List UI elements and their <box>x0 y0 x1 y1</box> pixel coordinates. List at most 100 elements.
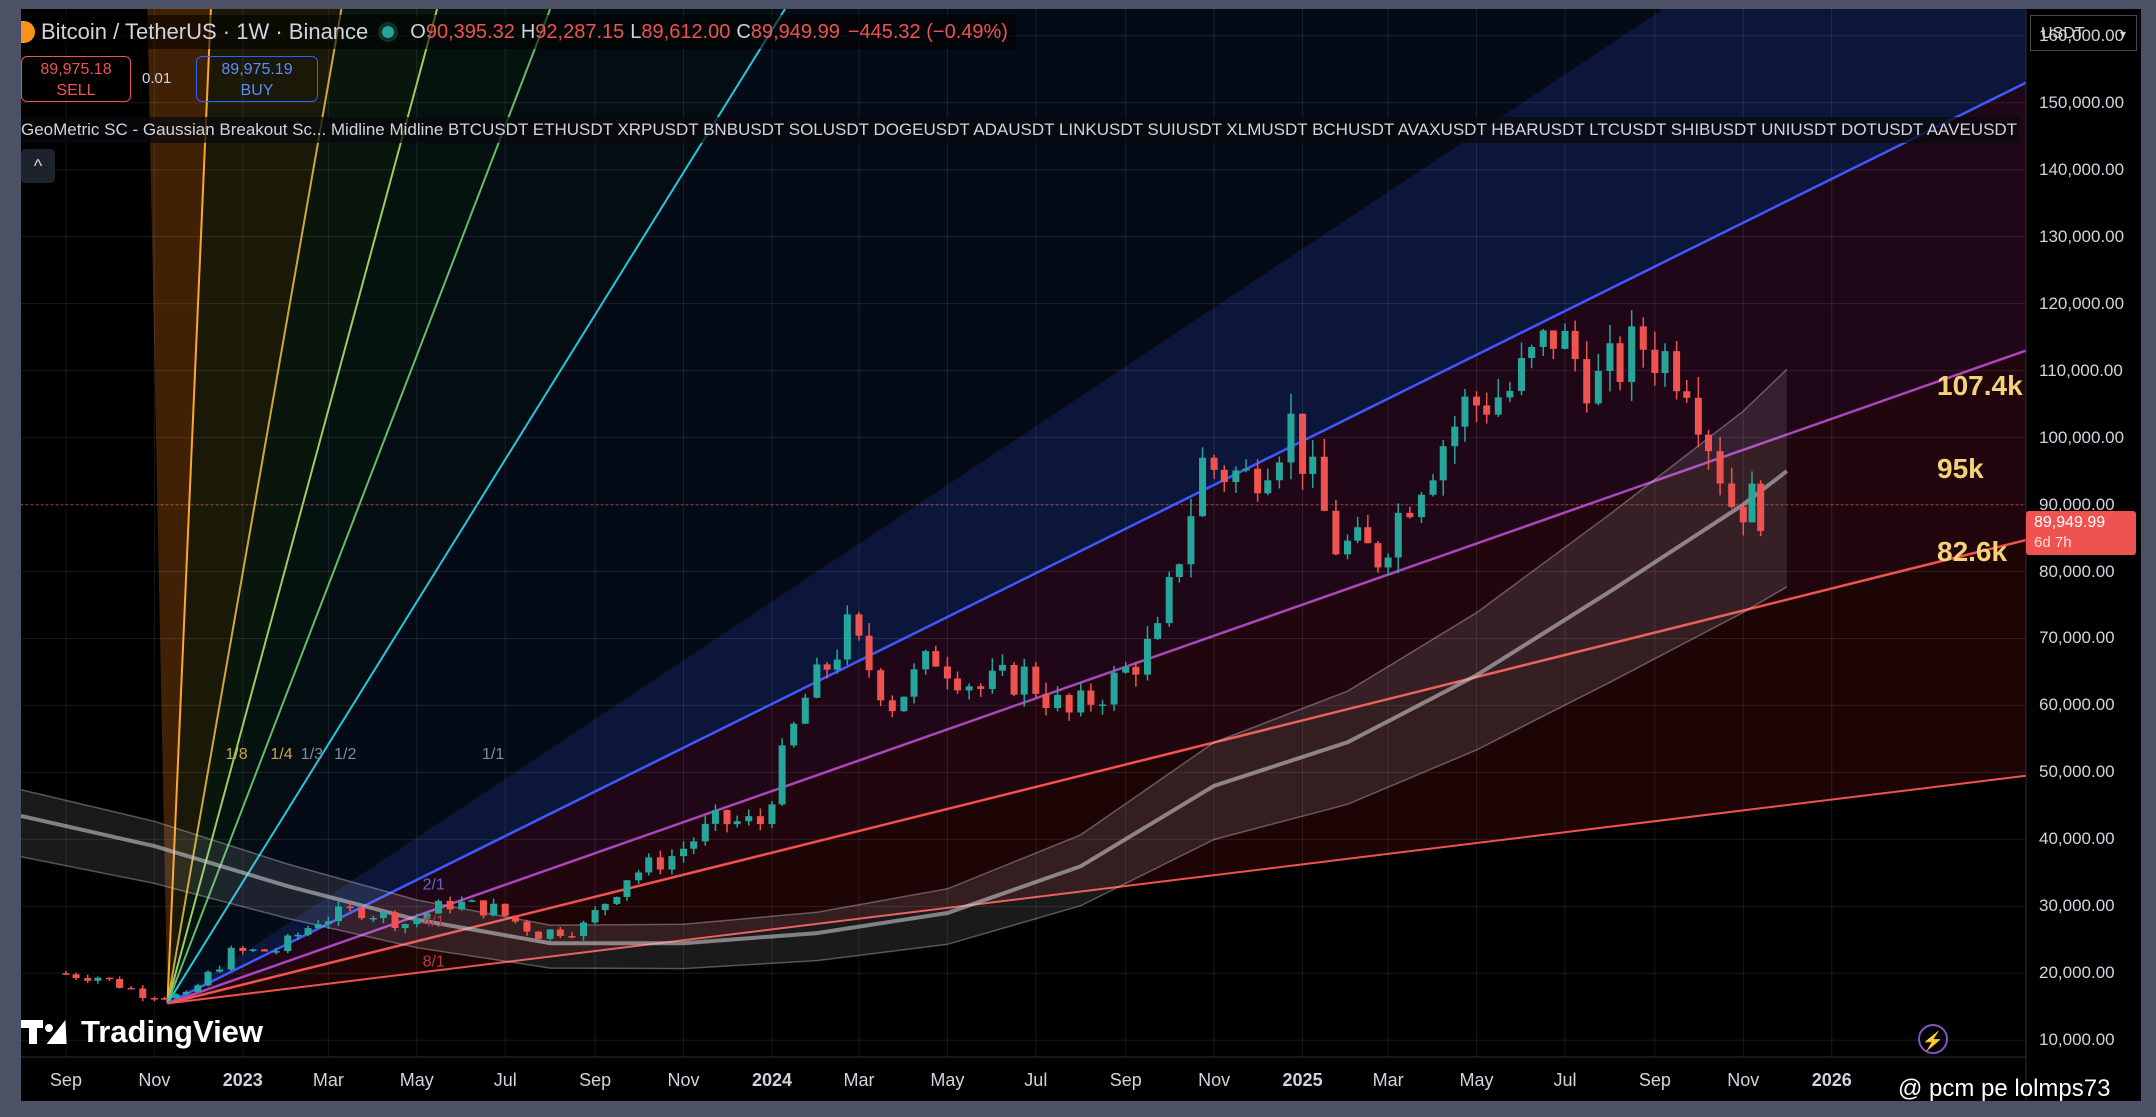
last-price: 89,949.99 <box>2034 514 2106 531</box>
candle-body <box>1661 351 1669 373</box>
time-tick-label: Nov <box>138 1070 171 1090</box>
candle-body <box>1122 666 1130 673</box>
candle-body <box>1694 397 1702 435</box>
gaussian-upper <box>21 368 1788 926</box>
symbol-title[interactable]: Bitcoin / TetherUS · 1W · Binance <box>41 19 369 44</box>
candle-body <box>1264 480 1272 494</box>
candle-body <box>1561 330 1569 349</box>
candle-body <box>468 900 476 902</box>
candle-body <box>1275 462 1283 481</box>
candle-body <box>888 700 896 712</box>
candle-body <box>877 670 885 701</box>
candle-body <box>998 664 1006 671</box>
candle-body <box>413 918 421 925</box>
fan-ray-1-8-zone <box>147 9 211 1004</box>
currency-select[interactable]: USDT ▾ <box>2030 15 2137 51</box>
price-tick-label: 150,000.00 <box>2039 92 2125 112</box>
time-tick-label: Mar <box>1372 1070 1404 1090</box>
candle-body <box>435 900 443 914</box>
candle-body <box>261 949 269 952</box>
candle-body <box>324 921 332 925</box>
plot-background <box>21 9 2026 1057</box>
buy-button[interactable]: 89,975.19 BUY <box>196 56 318 102</box>
channel-line-blue <box>166 81 2027 1005</box>
candle-body <box>1539 330 1547 347</box>
candle-body <box>988 670 996 689</box>
candle-body <box>1199 457 1207 517</box>
candle-body <box>613 896 621 904</box>
candle-body <box>1154 623 1162 639</box>
candle-body <box>843 614 851 660</box>
candle-body <box>358 907 366 919</box>
candle-body <box>1739 506 1747 523</box>
lightning-icon[interactable]: ⚡ <box>1918 1024 1948 1054</box>
time-tick-label: Nov <box>1198 1070 1231 1090</box>
candle-body <box>1728 483 1736 507</box>
fan-ray-1-2 <box>166 9 552 1004</box>
candle-body <box>1473 396 1481 406</box>
candle-body <box>1344 540 1352 555</box>
indicator-legend[interactable]: GeoMetric SC - Gaussian Breakout Sc... M… <box>21 117 2019 143</box>
candle-body <box>711 810 719 824</box>
price-tick-label: 90,000.00 <box>2039 494 2115 514</box>
candle-body <box>954 678 962 691</box>
time-tick-label: Sep <box>579 1070 612 1090</box>
level-label-mid: 95k <box>1937 453 1984 485</box>
candle-body <box>182 991 190 995</box>
spread-value: 0.01 <box>142 70 172 87</box>
candle-body <box>932 651 940 667</box>
chart-frame[interactable]: 1/8 1/4 1/3 1/2 1/1 2/1 4/1 8/1 Bitcoin / Tethe… <box>21 9 2141 1101</box>
candle-body <box>1054 694 1062 709</box>
candle-body <box>1065 694 1073 713</box>
candle-body <box>1242 468 1250 471</box>
price-change: −445.32 (−0.49%) <box>847 20 1008 43</box>
price-tick-label: 10,000.00 <box>2039 1030 2115 1050</box>
candle-body <box>1110 672 1118 705</box>
time-tick-label: Sep <box>49 1070 82 1090</box>
candle-body <box>139 988 147 998</box>
time-tick-label: Sep <box>1638 1070 1671 1090</box>
candle-body <box>249 949 257 951</box>
price-chart[interactable]: 1/8 1/4 1/3 1/2 1/1 2/1 4/1 8/1 <box>21 9 2141 1101</box>
candle-body <box>910 669 918 697</box>
candle-body <box>1439 446 1447 481</box>
fan-label-1-3: 1/3 <box>301 746 323 763</box>
ohlc-low: L89,612.00 <box>630 20 731 43</box>
candle-body <box>304 928 312 935</box>
candle-body <box>1748 483 1756 523</box>
candle-body <box>790 723 798 746</box>
candle-body <box>1451 426 1459 447</box>
candle-body <box>272 951 280 953</box>
candle-body <box>1077 690 1085 713</box>
gaussian-lower <box>21 586 1788 970</box>
candle-body <box>1099 704 1107 706</box>
candle-body <box>379 912 387 919</box>
candle-body <box>1143 638 1151 675</box>
fan-ray-1-8 <box>166 9 212 1004</box>
candle-body <box>458 901 466 910</box>
candle-body <box>1384 557 1392 568</box>
price-tick-label: 120,000.00 <box>2039 293 2125 313</box>
candle-body <box>591 910 599 923</box>
tradingview-icon <box>21 1018 76 1046</box>
candle-body <box>1639 326 1647 350</box>
candle-body <box>1254 468 1262 494</box>
candle-body <box>511 915 519 922</box>
candle-body <box>1571 330 1579 360</box>
tradingview-logo[interactable]: TradingView <box>21 1014 263 1050</box>
time-tick-label: Sep <box>1109 1070 1142 1090</box>
symbol-legend[interactable]: Bitcoin / TetherUS · 1W · Binance O90,39… <box>21 15 1016 49</box>
candle-body <box>1020 666 1028 695</box>
candle-body <box>1594 370 1602 404</box>
sell-button[interactable]: 89,975.18 SELL <box>21 56 131 102</box>
collapse-legend-button[interactable]: ^ <box>21 149 55 183</box>
candle-body <box>1583 359 1591 404</box>
candle-body <box>94 977 102 981</box>
candle-body <box>523 921 531 932</box>
candle-body <box>1132 666 1140 675</box>
candle-body <box>1232 470 1240 482</box>
time-tick-label: Nov <box>667 1070 700 1090</box>
zone-blue <box>167 9 2026 1004</box>
candle-body <box>479 900 487 916</box>
candle-body <box>501 903 509 916</box>
